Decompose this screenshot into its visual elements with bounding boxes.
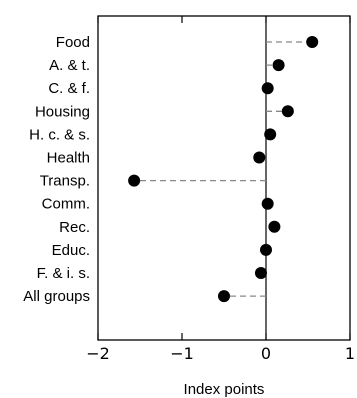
category-label: Rec. xyxy=(59,219,90,236)
category-label: Transp. xyxy=(40,173,90,190)
data-point xyxy=(281,105,294,118)
data-point xyxy=(260,243,272,256)
x-tick-label: −1 xyxy=(170,344,194,363)
data-point xyxy=(261,82,274,95)
data-point xyxy=(272,59,285,72)
data-point xyxy=(254,267,267,279)
category-label: F. & i. s. xyxy=(37,265,90,282)
data-point xyxy=(261,197,274,210)
category-label: Educ. xyxy=(52,242,90,259)
data-point xyxy=(218,290,230,303)
x-tick-label: −2 xyxy=(86,344,110,363)
category-label: Food xyxy=(56,34,90,51)
plot-frame xyxy=(97,15,351,341)
category-label: Housing xyxy=(35,103,90,120)
category-labels: Food A. & t. C. & f. Housing H. c. & s. Healt… xyxy=(23,34,90,305)
category-label: Comm. xyxy=(42,196,90,213)
connector-lines xyxy=(134,41,313,297)
x-axis-title: Index points xyxy=(184,381,265,398)
data-point xyxy=(264,128,277,141)
data-point xyxy=(268,220,281,233)
category-label: All groups xyxy=(23,288,90,305)
category-label: A. & t. xyxy=(49,57,90,74)
category-label: Health xyxy=(47,150,90,167)
x-tick-label: 1 xyxy=(345,344,355,363)
data-markers xyxy=(128,36,319,303)
category-label: H. c. & s. xyxy=(29,126,90,143)
data-point xyxy=(306,36,319,48)
data-point xyxy=(128,174,141,187)
category-label: C. & f. xyxy=(48,80,90,97)
x-tick-labels: −2 −1 0 1 xyxy=(86,344,355,363)
data-point xyxy=(253,151,266,164)
x-tick-label: 0 xyxy=(261,344,271,363)
plot-axes xyxy=(97,15,351,341)
